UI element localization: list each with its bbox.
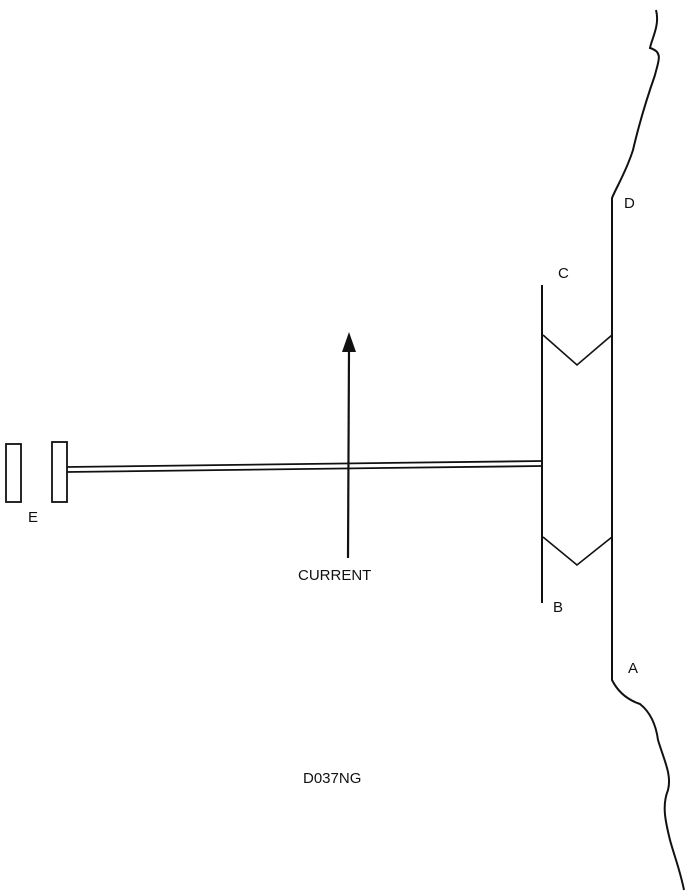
lower-bracket: [542, 536, 613, 567]
shoreline: [611, 9, 685, 891]
pier-line-top: [65, 460, 543, 468]
end-block-right: [51, 441, 68, 503]
upper-bracket: [542, 334, 613, 367]
label-d: D: [624, 195, 635, 212]
current-arrow-head: [342, 332, 356, 352]
current-label: CURRENT: [298, 567, 372, 584]
pier-line-bottom: [65, 465, 543, 473]
end-block-left: [5, 443, 22, 503]
label-b: B: [553, 599, 564, 616]
current-arrow-shaft: [346, 347, 351, 559]
figure-code: D037NG: [303, 770, 362, 787]
label-e: E: [28, 509, 39, 526]
label-c: C: [558, 265, 569, 282]
label-a: A: [628, 660, 639, 677]
